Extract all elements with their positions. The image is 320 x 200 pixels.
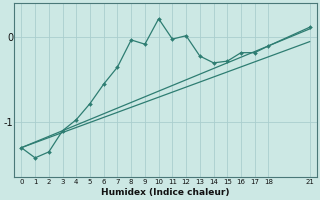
X-axis label: Humidex (Indice chaleur): Humidex (Indice chaleur) [101,188,230,197]
